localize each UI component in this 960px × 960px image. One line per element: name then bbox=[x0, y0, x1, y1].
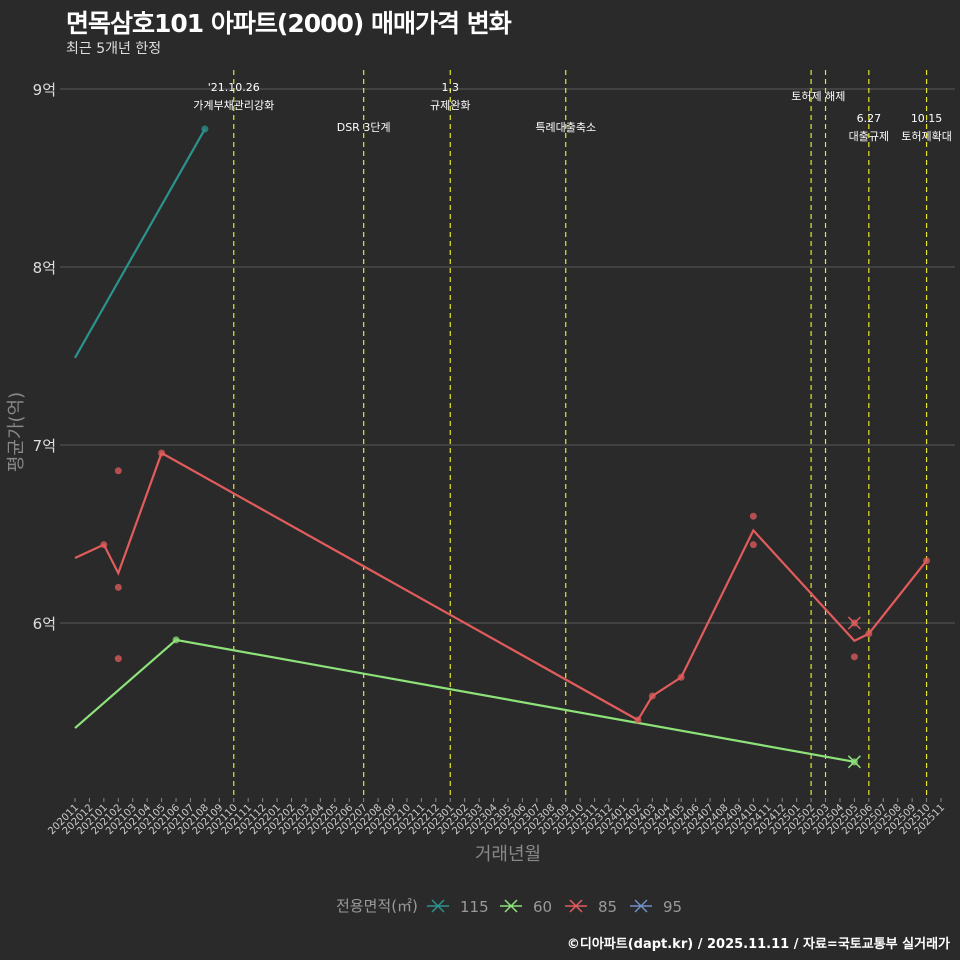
policy-annotation: 특례대출축소 bbox=[535, 121, 596, 134]
policy-annotation: '21.10.26 bbox=[208, 81, 260, 94]
legend-label: 60 bbox=[533, 898, 552, 916]
policy-annotation: 규제완화 bbox=[430, 99, 470, 112]
policy-annotation: 1.3 bbox=[442, 81, 460, 94]
cross-marker-60 bbox=[847, 755, 861, 769]
y-tick-label: 7억 bbox=[33, 437, 56, 455]
y-axis-title: 평균가(억) bbox=[6, 392, 27, 472]
data-point-85 bbox=[634, 716, 642, 724]
data-point-85 bbox=[749, 541, 757, 549]
legend-key-115-icon bbox=[427, 899, 449, 913]
data-point-85 bbox=[923, 557, 931, 565]
data-point-85 bbox=[114, 467, 122, 475]
data-point-115 bbox=[201, 125, 209, 133]
legend-label: 115 bbox=[460, 898, 489, 916]
legend-title: 전용면적(㎡) bbox=[336, 897, 418, 915]
policy-annotation: 대출규제 bbox=[849, 130, 889, 143]
y-tick-label: 8억 bbox=[33, 259, 56, 277]
data-point-85 bbox=[158, 449, 166, 457]
legend-label: 95 bbox=[663, 898, 682, 916]
series-line-60 bbox=[74, 638, 855, 763]
policy-annotation: 가계부채관리강화 bbox=[193, 99, 274, 112]
chart-subtitle: 최근 5개년 한정 bbox=[66, 41, 162, 57]
policy-annotation: DSR 3단계 bbox=[337, 121, 391, 134]
data-point-85 bbox=[100, 541, 108, 549]
policy-annotation: 6.27 bbox=[857, 112, 882, 125]
data-point-85 bbox=[648, 692, 656, 700]
cross-marker-85 bbox=[847, 616, 861, 630]
legend-label: 85 bbox=[598, 898, 617, 916]
data-point-85 bbox=[865, 630, 873, 638]
data-point-85 bbox=[850, 653, 858, 661]
legend-key-95-icon bbox=[630, 899, 652, 913]
series-line-85 bbox=[74, 451, 928, 722]
policy-annotation: 토허제 해제 bbox=[791, 89, 845, 103]
policy-annotation: 토허제확대 bbox=[901, 130, 952, 143]
y-tick-label: 6억 bbox=[33, 615, 56, 633]
legend-key-60-icon bbox=[500, 899, 522, 913]
data-point-85 bbox=[749, 512, 757, 520]
legend-key-85-icon bbox=[565, 899, 587, 913]
x-axis-title: 거래년월 bbox=[475, 844, 541, 865]
data-point-85 bbox=[677, 673, 685, 681]
data-point-60 bbox=[172, 636, 180, 644]
data-point-85 bbox=[114, 583, 122, 591]
data-point-85 bbox=[114, 655, 122, 663]
y-tick-label: 9억 bbox=[33, 81, 56, 99]
source-caption: ©디아파트(dapt.kr) / 2025.11.11 / 자료=국토교통부 실… bbox=[566, 937, 950, 952]
series-line-115 bbox=[74, 128, 206, 359]
chart-title: 면목삼호101 아파트(2000) 매매가격 변화 bbox=[66, 9, 512, 38]
policy-annotation: 10.15 bbox=[911, 112, 943, 125]
